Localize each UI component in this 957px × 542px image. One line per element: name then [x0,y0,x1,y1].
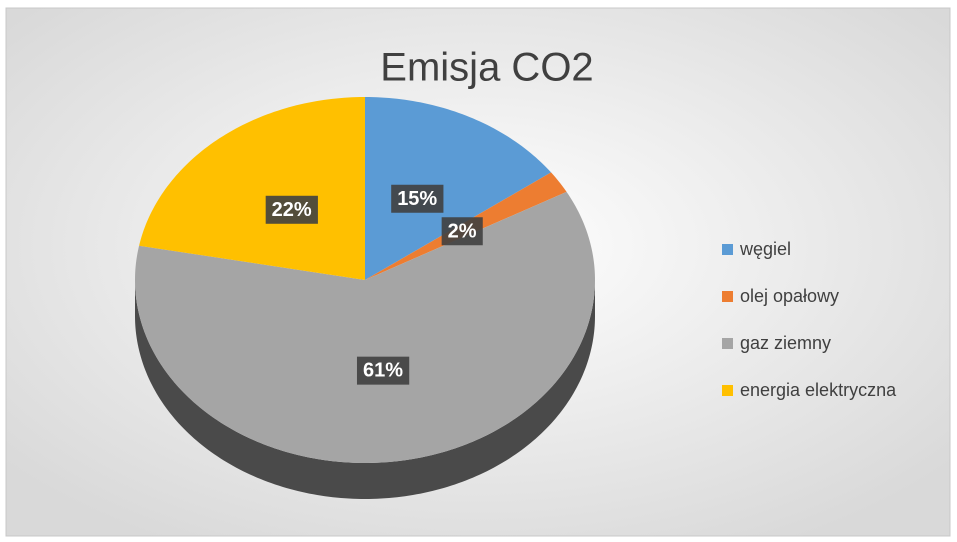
pie-side [135,280,595,499]
data-labels: 15% 2% 61% 22% [265,184,483,385]
data-label: 61% [363,360,403,382]
legend-label: energia elektryczna [740,380,897,400]
legend-swatch [722,385,733,396]
pie-slice [365,97,552,280]
data-label: 15% [397,188,437,210]
legend-swatch [722,338,733,349]
data-label-box [441,217,483,246]
legend-swatch [722,291,733,302]
data-label-box [356,356,410,385]
pie-slice [139,97,365,280]
pie-slice [135,191,595,463]
pie [135,97,595,463]
data-label: 22% [272,199,312,221]
chart-title: Emisja CO2 [380,46,593,90]
legend: węgiel olej opałowy gaz ziemny energia elek… [722,239,897,400]
legend-swatch [722,244,733,255]
legend-label: węgiel [739,239,791,259]
legend-label: olej opałowy [740,286,839,306]
pie-sides [135,280,595,499]
data-label-box [265,195,318,224]
data-label: 2% [448,220,477,242]
legend-label: gaz ziemny [740,333,831,353]
data-label-box [391,184,444,213]
